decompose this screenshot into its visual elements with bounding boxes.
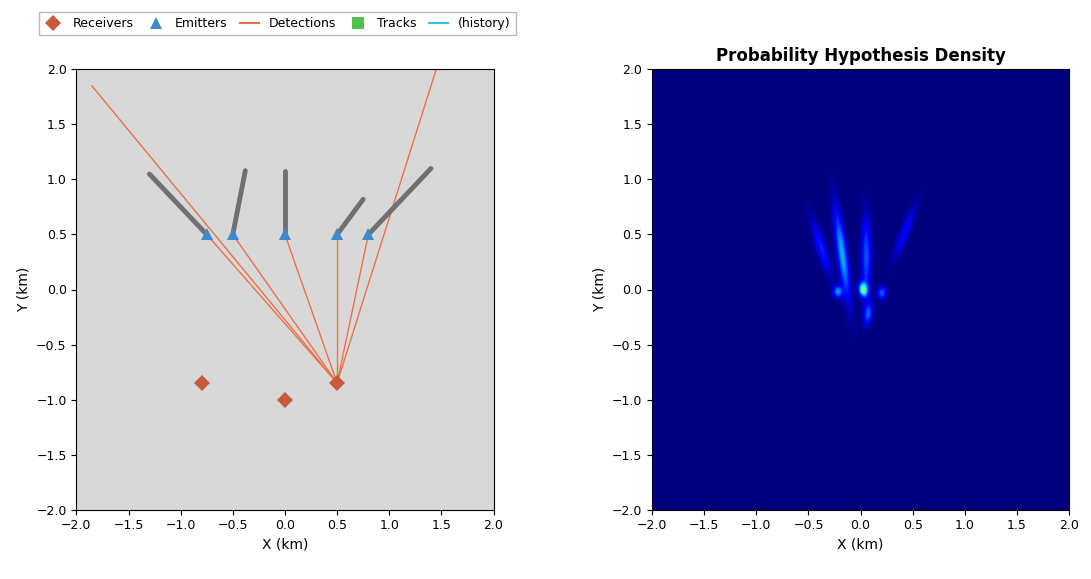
Y-axis label: Y (km): Y (km) [16,267,31,312]
Y-axis label: Y (km): Y (km) [592,267,607,312]
X-axis label: X (km): X (km) [262,538,308,552]
X-axis label: X (km): X (km) [838,538,884,552]
Legend: Receivers, Emitters, Detections, Tracks, (history): Receivers, Emitters, Detections, Tracks,… [39,12,516,35]
Title: Probability Hypothesis Density: Probability Hypothesis Density [716,47,1006,65]
